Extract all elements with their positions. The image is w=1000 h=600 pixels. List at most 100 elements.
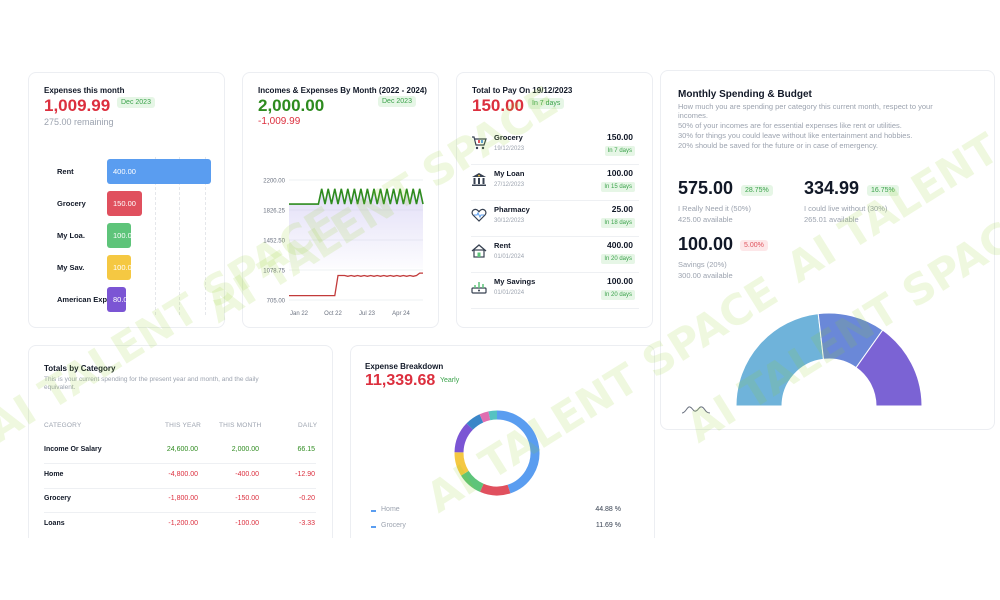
want-available: 265.01 available [804,215,859,224]
pay-amount: 150.00 [472,96,524,115]
bar-category-label: Grocery [57,199,86,208]
table-cell: -1,800.00 [168,495,198,502]
donut-slice[interactable] [461,470,484,492]
save-amount: 100.00 [678,234,734,254]
gauge-segment[interactable] [855,329,923,407]
bar[interactable]: 100.0 [107,223,131,248]
pay-card: Total to Pay On 19/12/2023 150.00 In 7 d… [456,72,653,328]
budget-desc: 30% for things you could leave without l… [678,131,913,140]
remaining-text: 275.00 remaining [44,117,114,127]
bank-icon [472,173,486,186]
income-line-chart: 2200.00 1826.25 1452.50 1078.75 705.00 Jan 22… [263,179,424,317]
list-item[interactable]: Pharmacy 30/12/2023 25.00 In 18 days [471,201,639,237]
totals-subtitle: equivalent. [44,384,76,391]
item-name: Grocery [494,133,523,142]
table-cell: -12.90 [295,470,315,478]
legend-swatch [371,510,376,512]
donut-slice[interactable] [479,483,511,496]
income-series-line[interactable] [289,188,424,205]
due-badge: In 15 days [601,182,635,192]
due-badge: In 18 days [601,218,635,228]
save-pct: 5.00% [740,240,768,251]
bar[interactable]: 400.00 [107,159,211,184]
breakdown-title: Expense Breakdown [365,362,444,371]
item-amount: 400.00 [607,240,633,250]
need-amount: 575.00 [678,178,734,198]
income-amount: 2,000.00 [258,96,325,115]
donut-slice[interactable] [454,452,469,476]
grid-line [179,157,180,315]
table-cell: 24,600.00 [166,446,198,453]
need-available: 425.00 available [678,215,733,224]
cart-icon [472,136,487,150]
row-divider [44,463,316,464]
list-item[interactable]: Grocery 19/12/2023 150.00 In 7 days [471,129,639,165]
savings-icon [471,282,487,294]
save-available: 300.00 available [678,271,733,280]
bar[interactable]: 100.0 [107,255,131,280]
due-badge: In 20 days [601,254,635,264]
donut-slice[interactable] [496,410,540,494]
period-badge: Dec 2023 [117,97,155,108]
donut-slice[interactable] [466,414,484,430]
budget-desc: 50% of your incomes are for essential ex… [678,121,902,130]
budget-gauge-chart [735,312,923,407]
row-divider [44,512,316,513]
pay-title: Total to Pay On 19/12/2023 [472,86,573,95]
legend-name: Grocery [381,522,406,529]
want-label: I could live without (30%) [804,204,888,213]
expenses-card: Expenses this month 1,009.99 Dec 2023 27… [28,72,225,328]
table-cell: 2,000.00 [231,446,259,453]
item-name: My Loan [494,169,525,178]
list-item[interactable]: My Savings 01/01/2024 100.00 In 20 days [471,273,639,309]
table-cell: Loans [44,519,65,527]
item-date: 19/12/2023 [494,146,525,152]
item-amount: 100.00 [607,276,633,286]
breakdown-donut-chart [454,410,540,496]
income-title: Incomes & Expenses By Month (2022 - 2024… [258,86,427,95]
table-cell: -1,200.00 [168,519,198,527]
bar[interactable]: 150.00 [107,191,143,216]
budget-desc: 20% should be saved for the future or in… [678,141,878,150]
expense-series-line[interactable] [289,272,423,297]
period-badge: Dec 2023 [378,96,416,107]
donut-slice[interactable] [488,410,498,421]
legend-item[interactable]: Home 44.88 % [371,506,621,518]
save-label: Savings (20%) [678,260,727,269]
item-name: Rent [494,241,511,250]
list-item[interactable]: My Loan 27/12/2023 100.00 In 15 days [471,165,639,201]
bar[interactable]: 80.0 [107,287,126,312]
sparkline-icon [681,406,711,414]
legend-pct: 44.88 % [595,506,621,513]
y-tick-label: 1826.25 [263,209,285,215]
expenses-amount: 1,009.99 [44,96,111,115]
col-header-year: THIS YEAR [165,422,201,429]
legend-item[interactable]: Grocery 11.69 % [371,522,621,534]
list-item[interactable]: Rent 01/01/2024 400.00 In 20 days [471,237,639,273]
donut-slice[interactable] [454,423,474,453]
bar-category-label: American Exp. [57,295,110,304]
need-label: I Really Need it (50%) [678,204,751,213]
heart-icon [471,208,487,222]
budget-title: Monthly Spending & Budget [678,89,812,100]
expenses-title: Expenses this month [44,86,125,95]
item-date: 27/12/2023 [494,182,525,188]
col-header-category: CATEGORY [44,422,82,429]
item-date: 01/01/2024 [494,290,525,296]
col-header-daily: DAILY [298,422,318,429]
budget-card: Monthly Spending & Budget How much you a… [660,70,995,430]
breakdown-amount: 11,339.68 [365,372,436,389]
table-cell: -400.00 [235,470,259,478]
gauge-segment[interactable] [735,313,825,407]
item-name: My Savings [494,277,536,286]
budget-desc: incomes. [678,111,709,120]
x-tick-label: Apr 24 [392,311,410,317]
y-tick-label: 1078.75 [263,269,285,275]
legend-swatch [371,526,376,528]
income-card: Incomes & Expenses By Month (2022 - 2024… [242,72,439,328]
breakdown-badge: Yearly [440,377,460,384]
table-cell: -4,800.00 [168,470,198,478]
grid-line [205,157,206,315]
totals-title: Totals by Category [44,364,116,373]
donut-slice[interactable] [479,411,491,423]
